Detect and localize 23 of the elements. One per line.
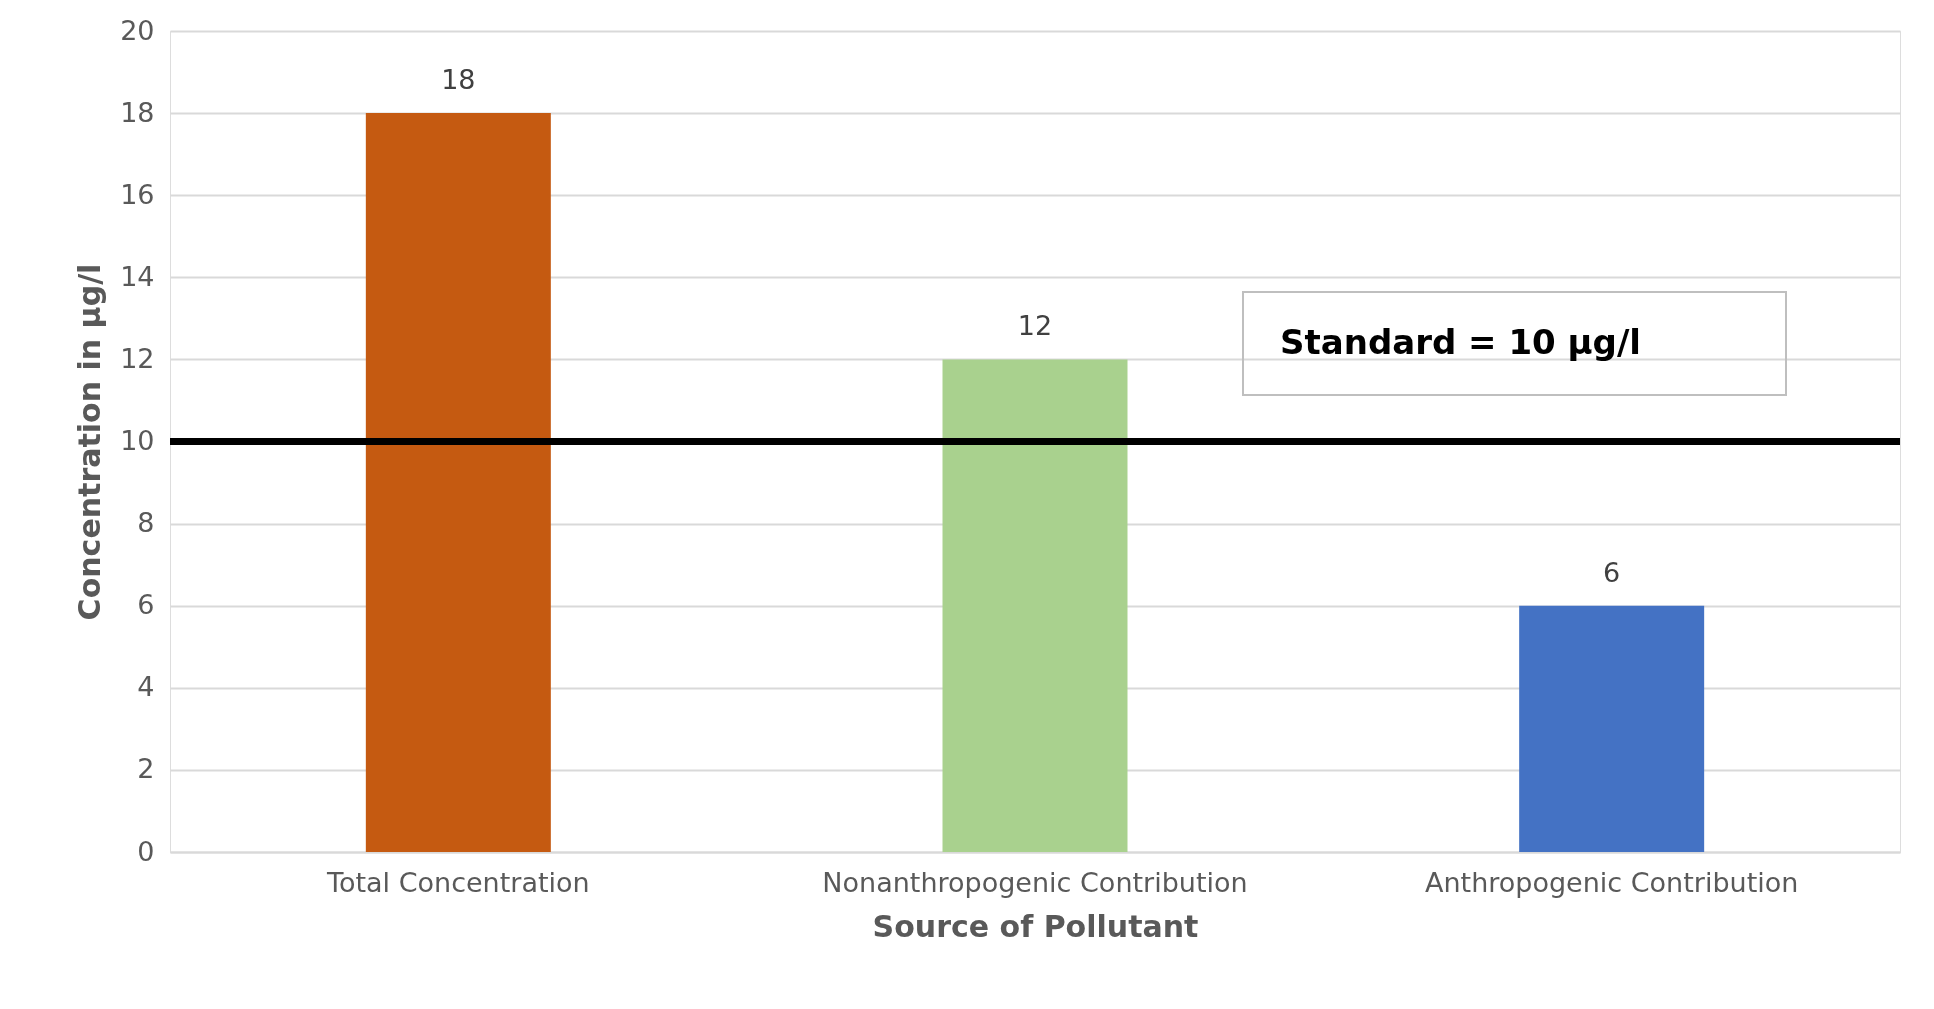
y-tick-label: 4 [137,671,155,703]
y-tick-label: 18 [120,96,155,128]
y-tick-label: 0 [137,835,155,867]
bar [942,359,1128,852]
ref-line-label: Standard = 10 µg/l [1280,322,1642,362]
bar [1519,605,1705,852]
y-tick-label: 14 [120,260,155,292]
data-label: 12 [1017,310,1053,342]
data-label: 18 [441,64,476,96]
x-tick-label: Anthropogenic Contribution [1424,866,1799,898]
y-tick-label: 8 [137,507,155,539]
x-tick-label: Nonanthropogenic Contribution [822,866,1248,898]
y-tick-label: 20 [120,14,155,46]
data-label: 6 [1603,556,1621,588]
y-tick-label: 2 [137,753,155,785]
x-tick-label: Total Concentration [326,866,590,898]
y-tick-label: 12 [120,342,155,374]
bar [365,113,551,852]
y-tick-label: 6 [137,589,155,621]
y-tick-label: 10 [120,425,155,456]
x-axis-title: Source of Pollutant [872,908,1199,944]
y-tick-label: 16 [120,178,155,210]
y-axis-title: Concentration in µg/l [72,263,108,621]
